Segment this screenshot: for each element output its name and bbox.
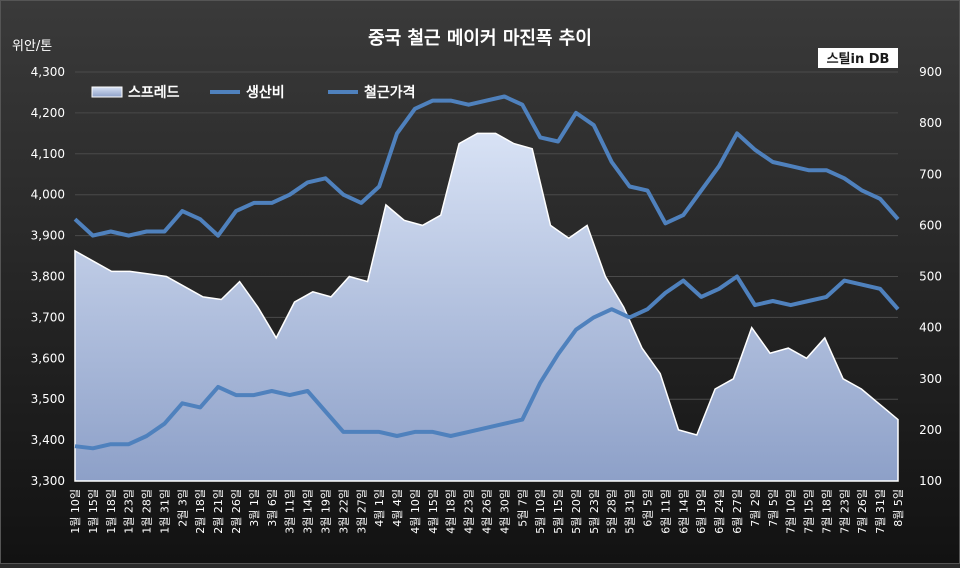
watermark-text: 스틸in DB xyxy=(827,52,890,67)
x-tick-label: 8월 5일 xyxy=(891,489,905,527)
x-tick-label: 3월 6일 xyxy=(265,489,279,527)
x-tick-label: 4월 15일 xyxy=(426,489,440,534)
legend-label: 스프레드 xyxy=(128,85,180,101)
y-right-tick-label: 600 xyxy=(919,218,942,232)
watermark-logo: 스틸in DB xyxy=(818,48,898,68)
y-right-tick-label: 200 xyxy=(919,423,942,437)
x-tick-label: 4월 4일 xyxy=(390,489,404,527)
legend-label: 철근가격 xyxy=(364,84,416,101)
y-left-tick-label: 4,000 xyxy=(31,188,65,202)
y-right-tick-label: 700 xyxy=(919,167,942,181)
y-left-tick-label: 3,700 xyxy=(31,310,65,324)
x-tick-label: 4월 18일 xyxy=(444,489,458,534)
x-tick-label: 3월 27일 xyxy=(354,489,368,534)
y-left-tick-label: 3,600 xyxy=(31,351,65,365)
x-tick-label: 2월 21일 xyxy=(211,489,225,534)
x-tick-label: 7월 23일 xyxy=(837,489,851,534)
series-line xyxy=(73,94,900,238)
x-axis-ticks: 1월 10일 1월 15일 1월 18일 1월 23일 1월 28일 1월 31일 2월 3… xyxy=(68,489,905,534)
x-tick-label: 5월 31일 xyxy=(623,489,637,534)
x-tick-label: 7월 15일 xyxy=(802,489,816,534)
x-tick-label: 5월 7일 xyxy=(515,489,529,527)
x-tick-label: 4월 1일 xyxy=(372,489,386,527)
x-tick-label: 5월 20일 xyxy=(569,489,583,534)
x-tick-label: 7월 18일 xyxy=(819,489,833,534)
x-tick-label: 5월 28일 xyxy=(605,489,619,534)
y-left-tick-label: 4,200 xyxy=(31,106,65,120)
y-left-tick-label: 3,800 xyxy=(31,270,65,284)
y-left-tick-label: 4,100 xyxy=(31,147,65,161)
series-lines-layer xyxy=(73,94,900,451)
x-tick-label: 6월 24일 xyxy=(712,489,726,534)
x-tick-label: 1월 15일 xyxy=(86,489,100,534)
x-tick-label: 2월 3일 xyxy=(175,489,189,527)
y-left-tick-label: 4,300 xyxy=(31,65,65,79)
x-tick-label: 3월 22일 xyxy=(336,489,350,534)
x-tick-label: 4월 26일 xyxy=(480,489,494,534)
y-left-tick-label: 3,300 xyxy=(31,474,65,488)
x-tick-label: 1월 18일 xyxy=(104,489,118,534)
y-left-tick-label: 3,900 xyxy=(31,229,65,243)
x-tick-label: 6월 14일 xyxy=(676,489,690,534)
x-tick-label: 3월 19일 xyxy=(318,489,332,534)
x-tick-label: 5월 23일 xyxy=(587,489,601,534)
x-tick-label: 7월 31일 xyxy=(873,489,887,534)
x-tick-label: 4월 23일 xyxy=(462,489,476,534)
x-tick-label: 4월 30일 xyxy=(497,489,511,534)
x-tick-label: 5월 10일 xyxy=(533,489,547,534)
x-tick-label: 6월 5일 xyxy=(641,489,655,527)
x-tick-label: 1월 23일 xyxy=(122,489,136,534)
series-line xyxy=(74,274,900,451)
x-tick-label: 7월 26일 xyxy=(855,489,869,534)
x-tick-label: 2월 18일 xyxy=(193,489,207,534)
x-tick-label: 6월 19일 xyxy=(694,489,708,534)
x-tick-label: 1월 10일 xyxy=(68,489,82,534)
x-tick-label: 6월 27일 xyxy=(730,489,744,534)
x-tick-label: 3월 14일 xyxy=(301,489,315,534)
y-right-tick-label: 100 xyxy=(919,474,942,488)
legend-swatch-area xyxy=(91,86,123,98)
legend-label: 생산비 xyxy=(246,84,285,101)
x-tick-label: 7월 10일 xyxy=(784,489,798,534)
y-right-tick-label: 900 xyxy=(919,65,942,79)
y-left-tick-label: 3,500 xyxy=(31,392,65,406)
y-axis-label: 위안/톤 xyxy=(12,39,52,54)
y-right-tick-label: 800 xyxy=(919,116,942,130)
x-tick-label: 6월 11일 xyxy=(658,489,672,534)
y-right-tick-label: 300 xyxy=(919,372,942,386)
legend: 스프레드 생산비 철근가격 xyxy=(91,84,416,101)
x-tick-label: 3월 11일 xyxy=(283,489,297,534)
right-axis-ticks: 900 800 700 600 500 400 300 200 100 xyxy=(919,65,942,488)
y-right-tick-label: 500 xyxy=(919,270,942,284)
left-axis-ticks: 4,300 4,200 4,100 4,000 3,900 3,800 3,700 3,600… xyxy=(31,65,65,488)
y-left-tick-label: 3,400 xyxy=(31,433,65,447)
y-right-tick-label: 400 xyxy=(919,321,942,335)
x-tick-label: 3월 1일 xyxy=(247,489,261,527)
x-tick-label: 1월 31일 xyxy=(157,489,171,534)
x-tick-label: 7월 2일 xyxy=(748,489,762,527)
x-tick-label: 4월 10일 xyxy=(408,489,422,534)
x-tick-label: 2월 26일 xyxy=(229,489,243,534)
x-tick-label: 1월 28일 xyxy=(140,489,154,534)
x-tick-label: 5월 15일 xyxy=(551,489,565,534)
x-tick-label: 7월 5일 xyxy=(766,489,780,527)
chart-title: 중국 철근 메이커 마진폭 추이 xyxy=(368,28,592,49)
